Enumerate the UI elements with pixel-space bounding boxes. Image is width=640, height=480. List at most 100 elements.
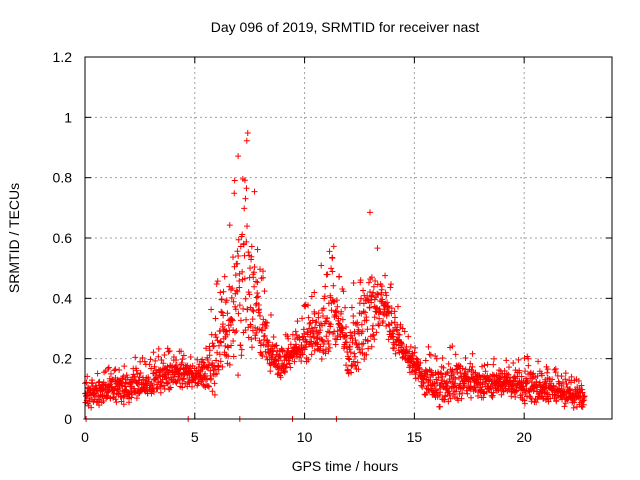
data-point [438, 377, 445, 384]
data-point [363, 351, 370, 358]
data-point [318, 262, 325, 269]
data-point [264, 319, 271, 326]
data-point [425, 343, 432, 350]
data-point [339, 325, 346, 332]
data-point [324, 337, 331, 344]
data-point [490, 355, 497, 362]
data-point [234, 260, 241, 267]
data-point [352, 320, 359, 327]
data-point [425, 386, 432, 393]
data-point [202, 370, 209, 377]
data-point [243, 238, 250, 245]
data-point [208, 375, 215, 382]
data-point [146, 361, 153, 368]
data-point [120, 401, 127, 408]
data-point [213, 280, 220, 287]
data-point [476, 380, 483, 387]
data-point [350, 313, 357, 320]
data-point [214, 337, 221, 344]
data-point [228, 342, 235, 349]
data-point [503, 357, 510, 364]
data-point [490, 361, 497, 368]
data-point [210, 343, 217, 350]
data-point [333, 297, 340, 304]
data-point [394, 303, 401, 310]
data-point [509, 382, 516, 389]
data-point [245, 249, 252, 256]
data-point [412, 366, 419, 373]
data-point [100, 379, 107, 386]
data-point [233, 328, 240, 335]
data-point [229, 316, 236, 323]
data-point [242, 195, 249, 202]
data-point [235, 153, 242, 160]
data-point [469, 350, 476, 357]
data-point [176, 376, 183, 383]
data-point [544, 369, 551, 376]
data-point [440, 364, 447, 371]
data-point [370, 289, 377, 296]
data-point [445, 398, 452, 405]
data-point [510, 359, 517, 366]
data-point [366, 304, 373, 311]
data-point [259, 352, 266, 359]
axis-ticks: 0 0.2 0.4 0.6 0.8 1 1.2 0 5 10 15 20 [53, 49, 612, 445]
data-point [346, 343, 353, 350]
data-point [558, 382, 565, 389]
data-point [567, 387, 574, 394]
data-point [227, 321, 234, 328]
data-point [170, 353, 177, 360]
data-point [325, 348, 332, 355]
data-point [226, 361, 233, 368]
data-point [391, 308, 398, 315]
data-point [139, 354, 146, 361]
data-point [450, 370, 457, 377]
data-point [152, 357, 159, 364]
data-point [218, 308, 225, 315]
data-point [367, 209, 374, 216]
data-point [428, 371, 435, 378]
data-point [394, 327, 401, 334]
data-point [247, 265, 254, 272]
data-point [437, 403, 444, 410]
data-point [358, 295, 365, 302]
data-point [561, 403, 568, 410]
data-point [120, 373, 127, 380]
data-point [417, 359, 424, 366]
data-point [224, 343, 231, 350]
data-point [352, 362, 359, 369]
data-point [352, 337, 359, 344]
data-point [562, 400, 569, 407]
data-point [178, 348, 185, 355]
y-tick-label: 1 [64, 109, 72, 125]
data-point [458, 395, 465, 402]
data-point [321, 293, 328, 300]
data-point [206, 361, 213, 368]
data-point [161, 351, 168, 358]
data-point [346, 356, 353, 363]
data-point [373, 329, 380, 336]
data-point [348, 369, 355, 376]
data-point [235, 236, 242, 243]
data-point [282, 364, 289, 371]
data-point [311, 347, 318, 354]
data-point [360, 287, 367, 294]
data-point [256, 306, 263, 313]
data-point [336, 273, 343, 280]
data-point [128, 394, 135, 401]
data-point [446, 390, 453, 397]
data-point [313, 318, 320, 325]
data-point [320, 305, 327, 312]
data-point [188, 383, 195, 390]
data-point [397, 321, 404, 328]
data-point [277, 354, 284, 361]
data-point [550, 382, 557, 389]
data-point [383, 292, 390, 299]
data-point [83, 379, 90, 386]
data-point [213, 334, 220, 341]
data-point [235, 310, 242, 317]
data-point [464, 390, 471, 397]
data-point [225, 353, 232, 360]
data-point [291, 358, 298, 365]
data-point [209, 388, 216, 395]
